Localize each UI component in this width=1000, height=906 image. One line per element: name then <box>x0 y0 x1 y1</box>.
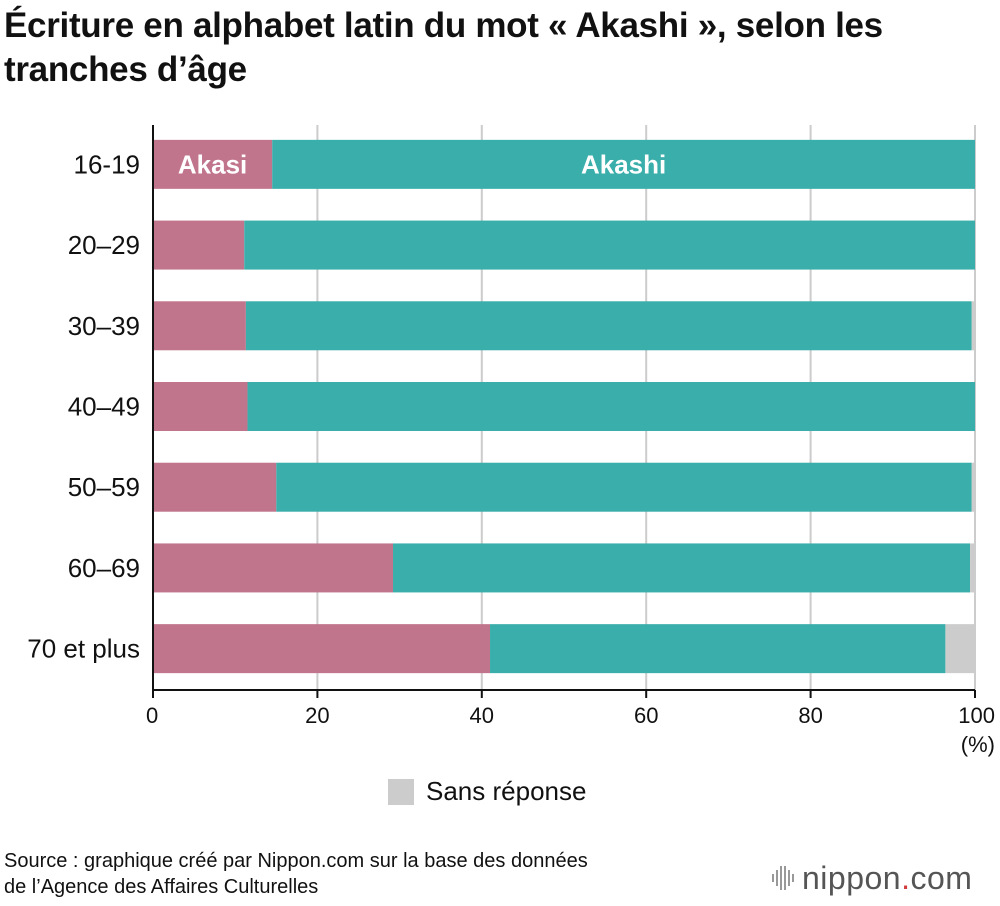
source-note: Source : graphique créé par Nippon.com s… <box>4 848 588 900</box>
nippon-logo-icon <box>772 866 794 890</box>
x-tick-label: 100 <box>958 703 995 728</box>
legend-label-sans-reponse: Sans réponse <box>426 776 587 806</box>
bars: Akasi Akashi <box>153 139 975 674</box>
chart-title: Écriture en alphabet latin du mot « Akas… <box>4 6 883 89</box>
bar-akasi-50-59 <box>153 462 277 512</box>
y-tick-label: 30–39 <box>68 311 140 341</box>
bar-akashi-40-49 <box>247 382 975 431</box>
bar-sans-reponse-60-69 <box>970 543 975 593</box>
series-label-akashi: Akashi <box>581 149 666 179</box>
y-tick-label: 16-19 <box>74 149 141 179</box>
x-tick-label: 0 <box>146 703 158 728</box>
bar-akasi-16-19 <box>153 139 273 189</box>
bar-akasi-30-39 <box>153 301 246 351</box>
y-tick-label: 40–49 <box>68 392 140 422</box>
bar-akashi-60-69 <box>393 543 971 593</box>
nippon-logo-text: nippon.com <box>802 860 973 896</box>
y-tick-label: 70 et plus <box>27 634 140 664</box>
bar-chart: Akasi Akashi 16-19 20–29 30–39 40–49 50–59 60–… <box>27 125 995 757</box>
bar-sans-reponse-70-et-plus <box>945 624 975 674</box>
source-line-2: de l’Agence des Affaires Culturelles <box>4 876 319 898</box>
series-label-akasi: Akasi <box>178 149 247 179</box>
x-tick-labels: 0 20 40 60 80 100 (%) <box>146 703 995 757</box>
y-tick-label: 50–59 <box>68 472 140 502</box>
nippon-logo: nippon.com <box>772 860 972 896</box>
bar-akasi-20-29 <box>153 220 245 270</box>
bar-sans-reponse-30-39 <box>971 301 975 351</box>
bar-akashi-30-39 <box>245 301 972 351</box>
y-tick-labels: 16-19 20–29 30–39 40–49 50–59 60–69 70 et plus <box>27 149 140 663</box>
bar-akasi-70-et-plus <box>153 624 491 674</box>
bar-akashi-16-19 <box>272 139 975 189</box>
x-tick-label: 60 <box>634 703 658 728</box>
source-line-1: Source : graphique créé par Nippon.com s… <box>4 850 588 872</box>
bar-sans-reponse-50-59 <box>971 462 975 512</box>
axes <box>152 125 976 698</box>
bar-akashi-50-59 <box>276 462 972 512</box>
x-axis-unit: (%) <box>961 732 995 757</box>
y-tick-label: 60–69 <box>68 553 140 583</box>
x-tick-label: 40 <box>470 703 494 728</box>
legend: Sans réponse <box>388 776 586 807</box>
bar-akasi-60-69 <box>153 543 394 593</box>
y-tick-label: 20–29 <box>68 230 140 260</box>
legend-swatch-sans-reponse <box>388 778 414 805</box>
x-tick-label: 20 <box>305 703 329 728</box>
bar-akashi-20-29 <box>244 220 975 270</box>
bar-akasi-40-49 <box>153 382 248 431</box>
x-tick-label: 80 <box>798 703 822 728</box>
bar-akashi-70-et-plus <box>490 624 946 674</box>
